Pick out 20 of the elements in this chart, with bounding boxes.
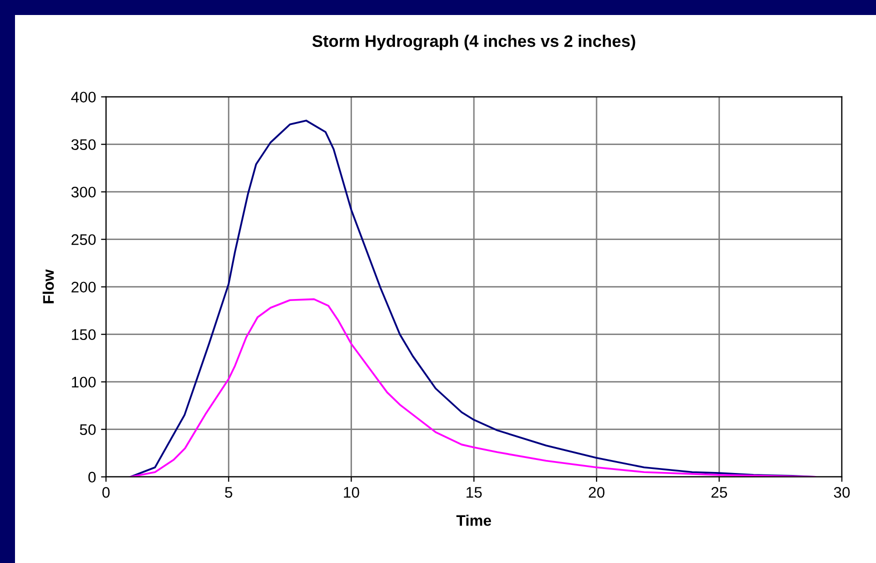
x-tick-label: 5 (225, 487, 232, 498)
x-tick-label: 0 (102, 486, 110, 498)
y-tick-label: 150 (72, 329, 96, 340)
x-tick-label: 10 (344, 486, 360, 498)
y-tick-label: 100 (72, 376, 96, 388)
chart-title: Storm Hydrograph (4 inches vs 2 inches) (312, 34, 636, 50)
y-tick-label: 50 (80, 424, 96, 436)
x-tick-label: 30 (834, 486, 850, 498)
x-tick-label: 15 (466, 487, 482, 498)
y-tick-label: 250 (72, 234, 96, 246)
line-series (130, 298, 816, 477)
y-axis-title: Flow (42, 269, 54, 304)
y-tick-label: 200 (72, 282, 96, 293)
x-tick-label: 20 (588, 486, 604, 498)
y-tick-label: 400 (71, 92, 96, 103)
x-tick-label: 25 (711, 486, 728, 498)
y-tick-label: 300 (71, 186, 96, 198)
y-tick-label: 350 (71, 139, 96, 150)
y-tick-label: 0 (88, 472, 96, 483)
x-axis-title: Time (456, 514, 492, 526)
